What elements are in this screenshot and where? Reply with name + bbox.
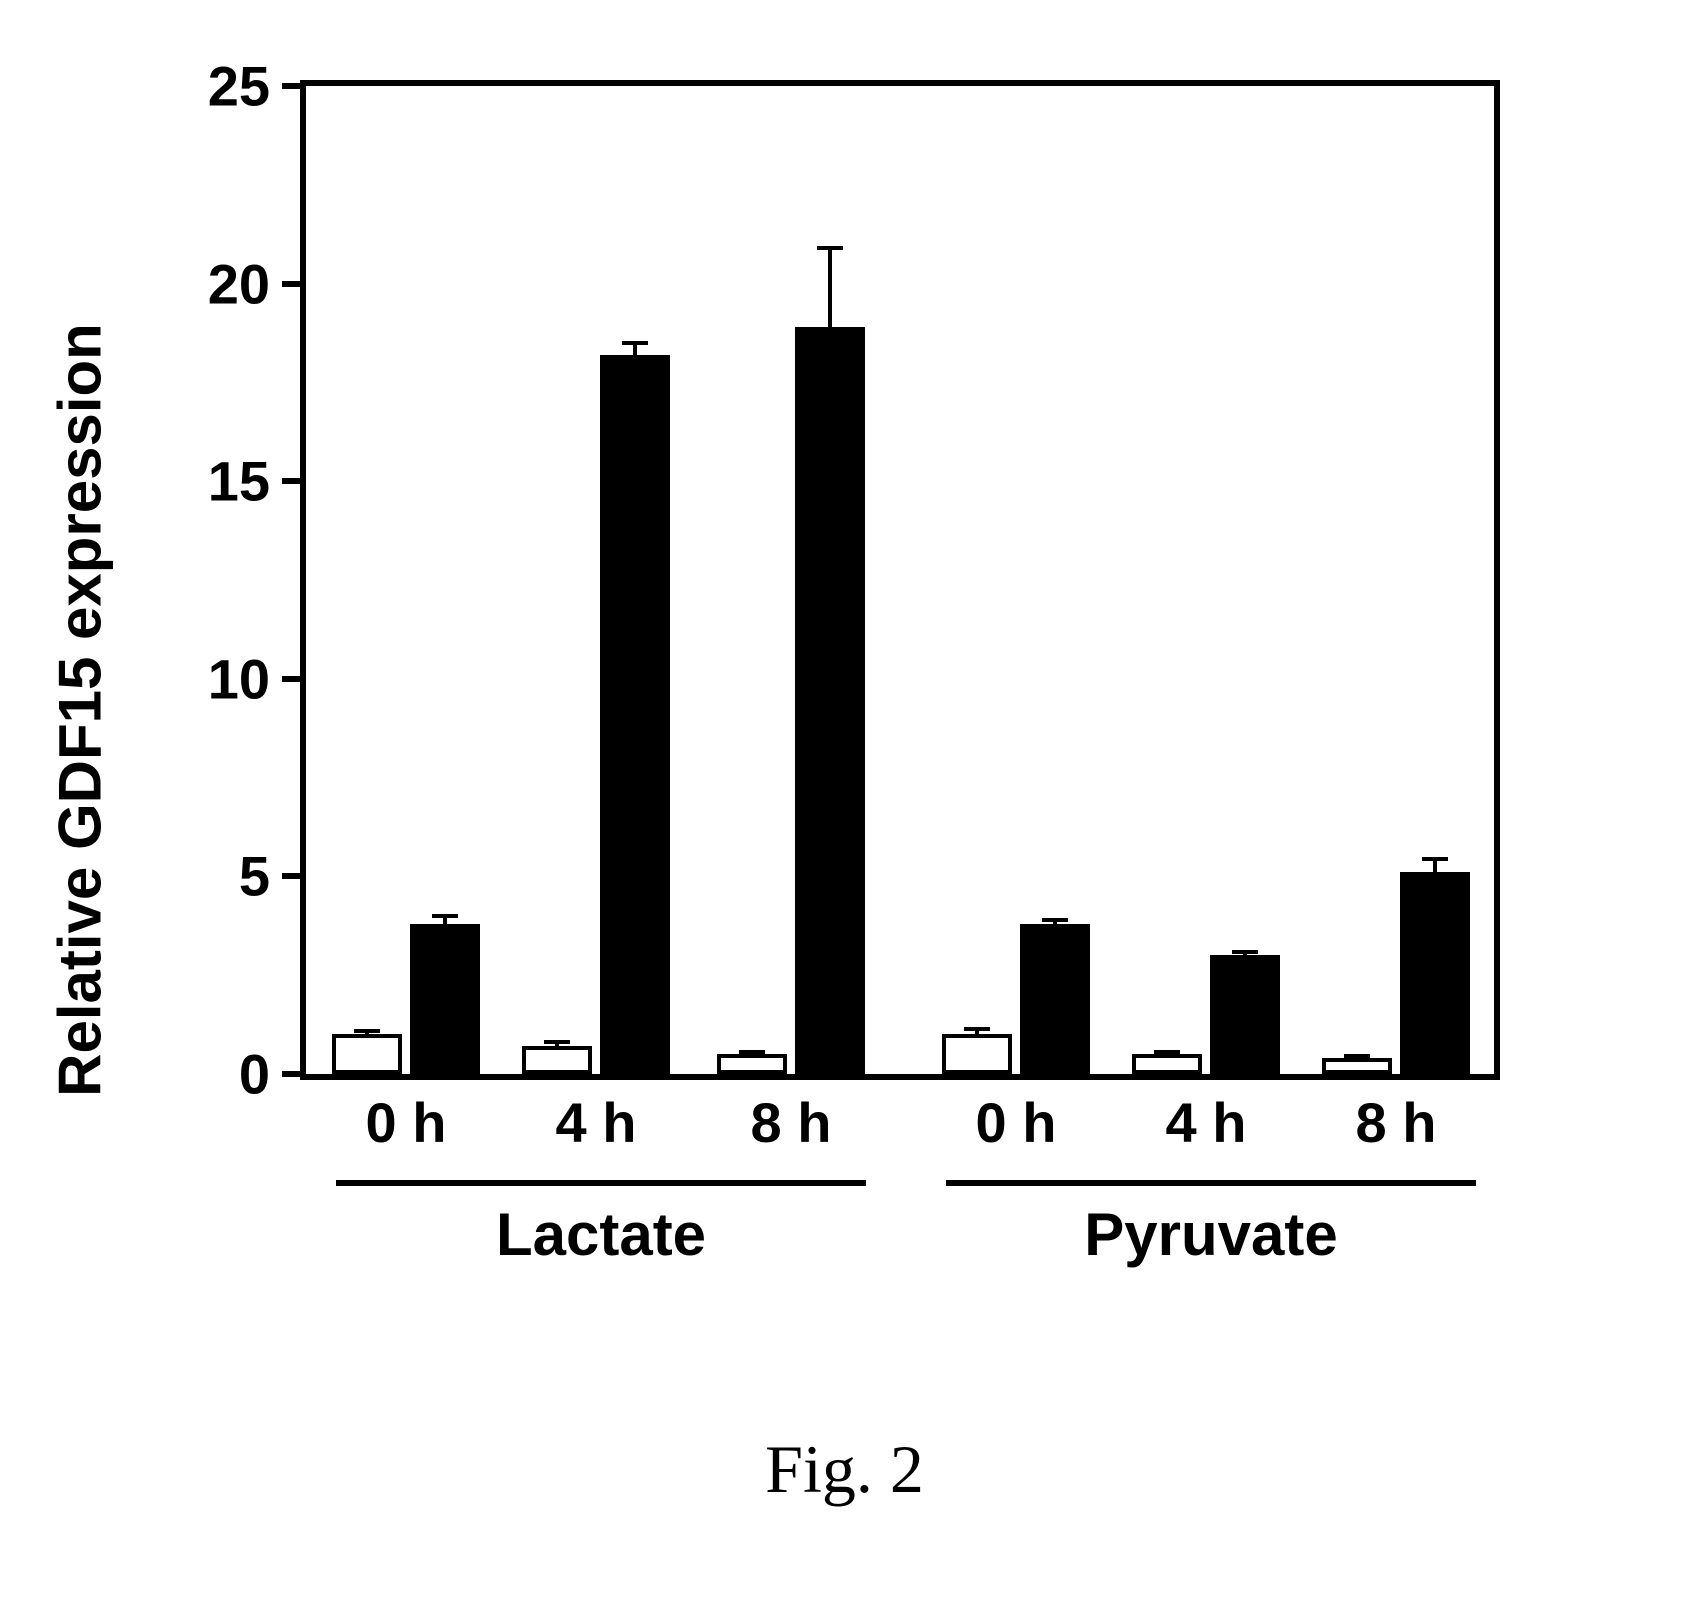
group-label: Lactate xyxy=(496,1200,706,1269)
bar-black xyxy=(1400,872,1470,1074)
group-underline xyxy=(946,1180,1476,1186)
y-tick-label: 25 xyxy=(208,54,270,119)
group-label: Pyruvate xyxy=(1084,1200,1337,1269)
y-tick xyxy=(282,1071,306,1077)
errorbar-cap xyxy=(1232,950,1258,954)
errorbar-cap xyxy=(1154,1050,1180,1054)
errorbar-cap xyxy=(739,1050,765,1054)
y-tick-label: 15 xyxy=(208,449,270,514)
errorbar xyxy=(1433,859,1437,873)
errorbar-cap xyxy=(354,1029,380,1033)
bar-black xyxy=(795,327,865,1074)
bar-black xyxy=(1020,924,1090,1074)
x-tick-label: 8 h xyxy=(1356,1090,1437,1155)
bar-white xyxy=(1132,1054,1202,1074)
errorbar-cap xyxy=(1422,857,1448,861)
y-tick xyxy=(282,83,306,89)
x-tick-label: 4 h xyxy=(556,1090,637,1155)
bar-white xyxy=(717,1054,787,1074)
y-tick-label: 20 xyxy=(208,251,270,316)
bar-white xyxy=(522,1046,592,1074)
errorbar-cap xyxy=(622,341,648,345)
plot-inner: 0510152025 xyxy=(306,86,1494,1074)
bar-black xyxy=(410,924,480,1074)
page: Relative GDF15 expression 0510152025 0 h… xyxy=(0,0,1689,1621)
bar-black xyxy=(1210,955,1280,1074)
plot-area: 0510152025 xyxy=(300,80,1500,1080)
x-tick-label: 0 h xyxy=(976,1090,1057,1155)
chart: Relative GDF15 expression 0510152025 0 h… xyxy=(140,60,1529,1360)
x-tick-label: 4 h xyxy=(1166,1090,1247,1155)
figure-caption: Fig. 2 xyxy=(765,1430,924,1509)
bar-white xyxy=(942,1034,1012,1074)
y-tick-label: 5 xyxy=(239,844,270,909)
y-tick-label: 0 xyxy=(239,1042,270,1107)
errorbar-cap xyxy=(1042,918,1068,922)
y-tick xyxy=(282,281,306,287)
bar-white xyxy=(1322,1058,1392,1074)
y-axis-label: Relative GDF15 expression xyxy=(46,323,115,1097)
bar-black xyxy=(600,355,670,1074)
x-tick-label: 8 h xyxy=(751,1090,832,1155)
errorbar-cap xyxy=(432,914,458,918)
errorbar xyxy=(828,248,832,327)
y-tick xyxy=(282,873,306,879)
y-tick-label: 10 xyxy=(208,646,270,711)
errorbar-cap xyxy=(817,246,843,250)
y-tick xyxy=(282,676,306,682)
bar-white xyxy=(332,1034,402,1074)
x-tick-label: 0 h xyxy=(366,1090,447,1155)
errorbar-cap xyxy=(964,1027,990,1031)
group-underline xyxy=(336,1180,866,1186)
errorbar-cap xyxy=(1344,1054,1370,1058)
errorbar-cap xyxy=(544,1040,570,1044)
y-tick xyxy=(282,478,306,484)
